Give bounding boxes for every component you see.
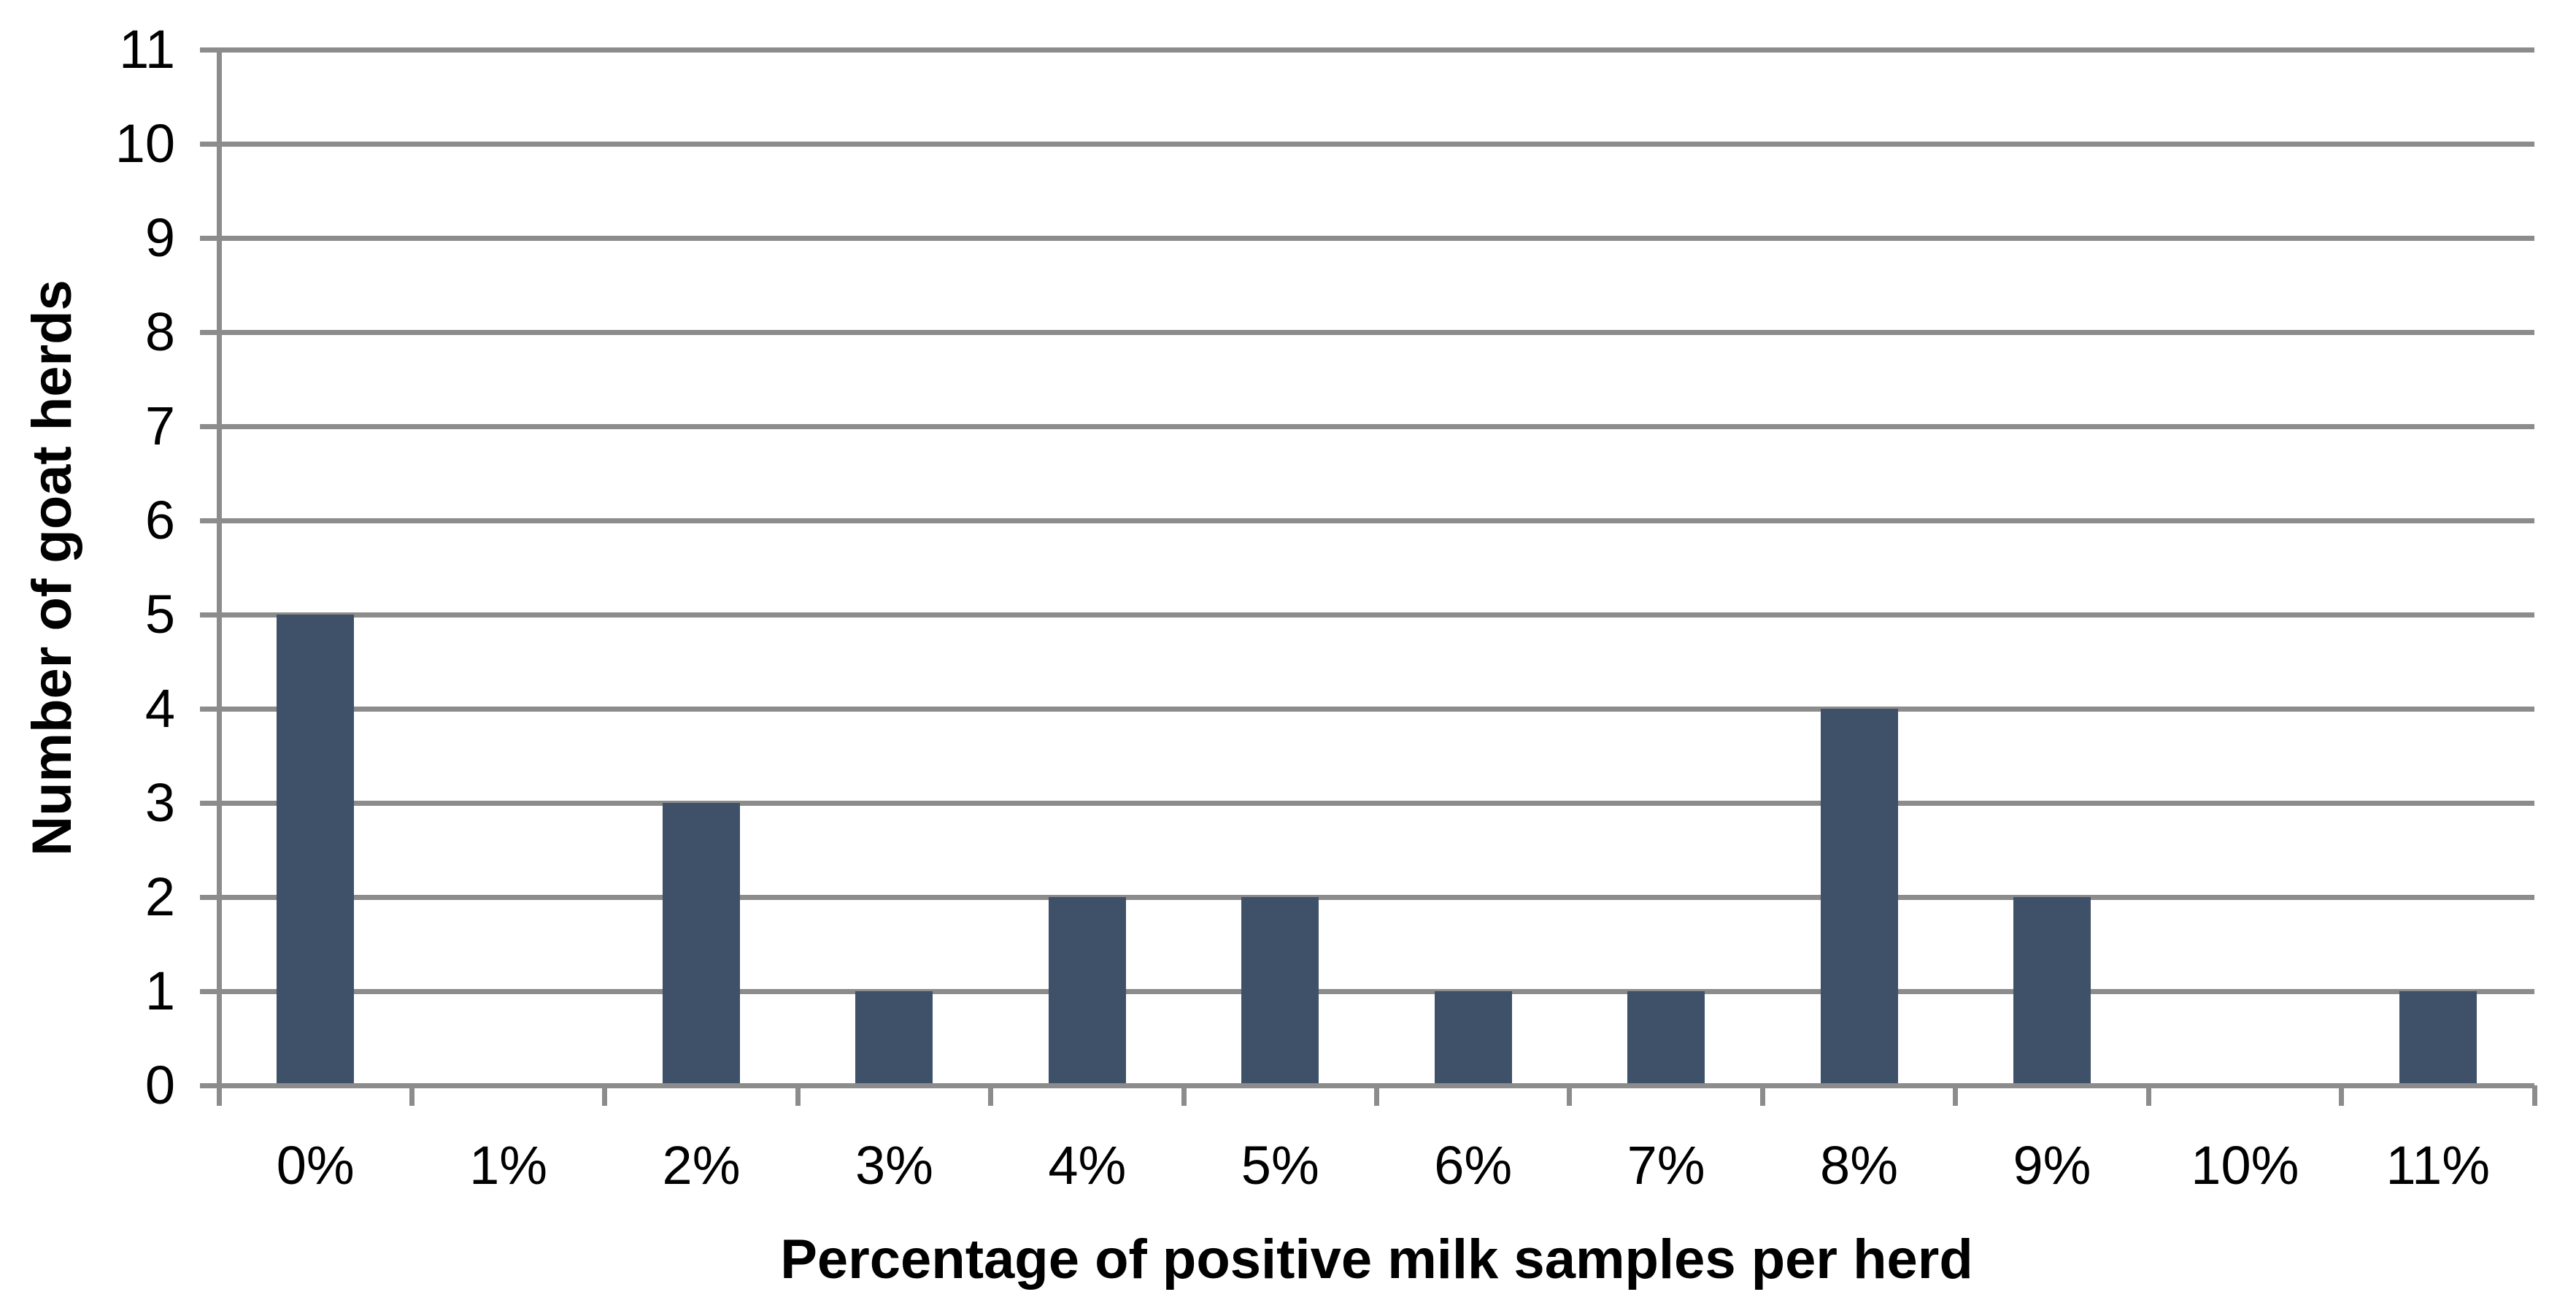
bar-9% — [2013, 897, 2091, 1083]
bar-0% — [277, 615, 354, 1083]
y-tick-label: 2 — [144, 866, 175, 927]
bar-8% — [1821, 709, 1898, 1083]
gridline — [219, 329, 2534, 335]
bar-11% — [2399, 991, 2477, 1083]
y-tick-label: 3 — [144, 772, 175, 833]
y-tick-label: 0 — [144, 1055, 175, 1115]
x-axis-tick — [2339, 1085, 2345, 1106]
x-tick-label: 10% — [2191, 1135, 2299, 1196]
x-axis-tick — [409, 1085, 414, 1106]
y-tick-label: 5 — [144, 584, 175, 645]
gridline — [219, 141, 2534, 147]
x-axis-tick — [1567, 1085, 1573, 1106]
y-tick-label: 8 — [144, 301, 175, 362]
y-axis-tick — [200, 894, 219, 900]
x-tick-label: 2% — [662, 1135, 741, 1196]
x-axis-tick — [1759, 1085, 1765, 1106]
x-tick-label: 0% — [276, 1135, 355, 1196]
gridline — [219, 988, 2534, 994]
gridline — [219, 800, 2534, 806]
x-tick-label: 1% — [469, 1135, 548, 1196]
bar-3% — [855, 991, 933, 1083]
y-axis-tick — [200, 47, 219, 53]
y-axis-tick — [200, 141, 219, 147]
y-axis-tick — [200, 235, 219, 241]
y-axis-tick — [200, 800, 219, 806]
x-tick-label: 11% — [2386, 1135, 2491, 1196]
y-tick-label: 7 — [144, 396, 175, 456]
gridline — [219, 235, 2534, 241]
y-axis-tick — [200, 423, 219, 429]
x-axis-tick — [1374, 1085, 1379, 1106]
gridline — [219, 706, 2534, 712]
x-axis-title: Percentage of positive milk samples per … — [780, 1228, 1973, 1290]
x-axis-tick — [2531, 1085, 2537, 1106]
y-tick-label: 1 — [144, 961, 175, 1021]
plot-area — [200, 47, 2537, 1106]
bar-4% — [1049, 897, 1126, 1083]
y-axis-tick — [200, 329, 219, 335]
x-tick-label: 9% — [2013, 1135, 2091, 1196]
x-tick-label: 7% — [1627, 1135, 1705, 1196]
x-axis-tick — [795, 1085, 801, 1106]
x-tick-label: 4% — [1048, 1135, 1127, 1196]
x-axis-tick — [1181, 1085, 1187, 1106]
gridline — [219, 47, 2534, 53]
y-axis-line — [216, 50, 222, 1106]
bar-7% — [1627, 991, 1705, 1083]
bar-2% — [663, 803, 740, 1083]
y-tick-label: 6 — [144, 490, 175, 550]
y-axis-tick — [200, 988, 219, 994]
y-tick-label: 11 — [119, 19, 175, 80]
x-tick-label: 6% — [1434, 1135, 1513, 1196]
x-tick-label: 8% — [1820, 1135, 1898, 1196]
y-tick-label: 10 — [115, 113, 175, 174]
y-tick-label: 9 — [144, 207, 175, 268]
y-tick-label: 4 — [144, 678, 175, 739]
x-tick-label: 3% — [855, 1135, 933, 1196]
x-tick-label: 5% — [1241, 1135, 1319, 1196]
y-axis-tick — [200, 706, 219, 712]
gridline — [219, 612, 2534, 618]
x-axis-tick — [1953, 1085, 1959, 1106]
x-axis-tick — [2145, 1085, 2151, 1106]
x-axis-tick — [602, 1085, 608, 1106]
y-axis-tick — [200, 612, 219, 618]
gridline — [219, 518, 2534, 523]
x-axis-tick — [988, 1085, 994, 1106]
y-axis-tick — [200, 518, 219, 523]
gridline — [219, 423, 2534, 429]
bar-6% — [1435, 991, 1512, 1083]
bar-5% — [1241, 897, 1319, 1083]
x-axis-line — [200, 1082, 2534, 1088]
gridline — [219, 894, 2534, 900]
